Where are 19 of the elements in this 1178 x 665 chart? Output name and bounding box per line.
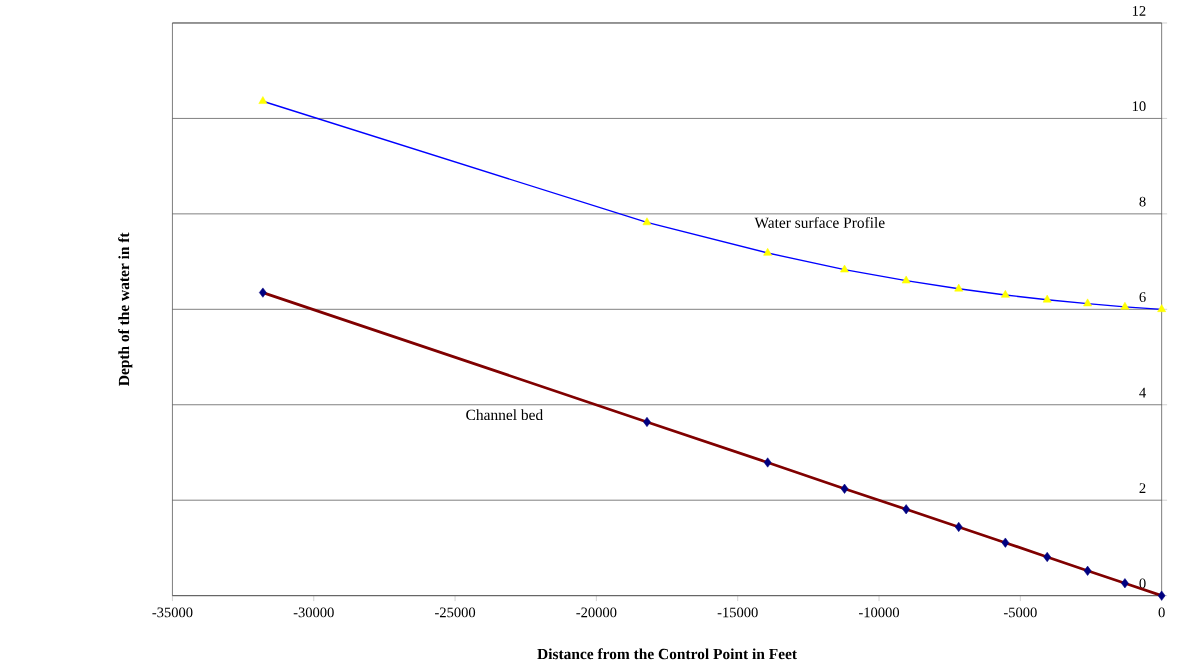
- y-tick-label: 10: [1132, 101, 1146, 111]
- y-tick-label: 0: [1139, 578, 1146, 589]
- x-tick-label: -30000: [293, 607, 334, 618]
- y-axis-title: Depth of the water in ft: [118, 232, 133, 386]
- series-label: Water surface Profile: [754, 216, 885, 228]
- x-tick-label: -10000: [858, 607, 900, 618]
- y-tick-label: 4: [1139, 387, 1146, 398]
- x-tick-label: -20000: [576, 607, 617, 618]
- x-tick-label: -35000: [152, 607, 193, 618]
- y-tick-label: 12: [1132, 5, 1146, 16]
- y-tick-label: 2: [1139, 483, 1146, 493]
- x-tick-label: 0: [1158, 607, 1165, 618]
- x-tick-label: -5000: [1003, 607, 1037, 618]
- x-axis-title: Distance from the Control Point in Feet: [537, 648, 797, 660]
- x-tick-label: -25000: [435, 607, 476, 618]
- x-tick-label: -15000: [717, 607, 758, 618]
- series-label: Channel bed: [466, 409, 543, 420]
- y-tick-label: 6: [1139, 292, 1146, 302]
- y-tick-label: 8: [1139, 196, 1146, 207]
